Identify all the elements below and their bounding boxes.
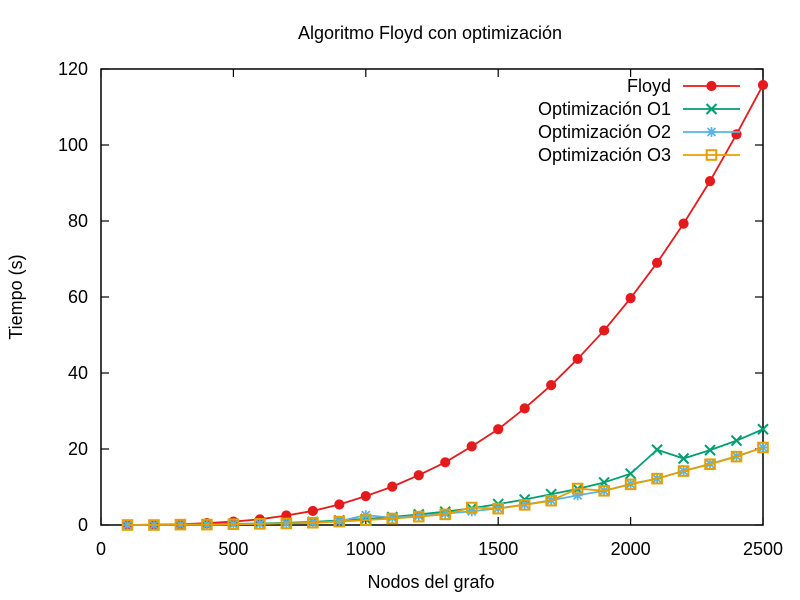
data-point	[254, 518, 266, 530]
data-point	[174, 518, 187, 531]
x-tick-label: 0	[96, 539, 106, 559]
data-point	[546, 380, 557, 391]
axis-ticks	[100, 68, 764, 526]
data-point	[412, 510, 425, 523]
legend-marker	[706, 80, 717, 92]
y-axis-label: Tiempo (s)	[6, 254, 26, 339]
legend-marker	[705, 149, 718, 161]
data-point	[518, 499, 531, 511]
data-point	[571, 482, 584, 495]
x-tick-label: 1500	[478, 539, 518, 559]
data-point	[387, 481, 398, 492]
data-point	[598, 485, 610, 497]
y-tick-label: 60	[68, 287, 88, 307]
data-point	[545, 494, 557, 507]
legend-marker	[705, 103, 718, 115]
data-point	[333, 515, 346, 528]
y-tick-label: 40	[68, 363, 88, 383]
data-point	[307, 516, 319, 529]
data-point	[360, 514, 372, 526]
data-point	[121, 519, 134, 531]
data-point	[651, 444, 663, 456]
data-point	[625, 293, 636, 304]
data-point	[572, 490, 583, 501]
data-point	[334, 499, 345, 510]
chart-title: Algoritmo Floyd con optimización	[298, 23, 562, 43]
data-point	[730, 450, 743, 463]
data-point	[704, 458, 716, 470]
data-point	[227, 518, 240, 531]
series-line	[127, 446, 764, 526]
x-axis-label: Nodos del grafo	[367, 572, 494, 592]
data-point	[757, 79, 769, 91]
tick-labels: 0 500 1000 1500 2000 2500 0 20 40 60 80 100 120	[58, 59, 783, 559]
data-point	[757, 423, 769, 435]
data-point	[677, 452, 690, 465]
data-point	[439, 508, 452, 521]
x-tick-label: 500	[218, 539, 248, 559]
series-4	[121, 441, 769, 531]
data-point	[704, 176, 716, 187]
data-point	[201, 518, 213, 531]
data-point	[360, 491, 371, 502]
data-point	[466, 441, 477, 452]
y-tick-label: 20	[68, 439, 88, 459]
data-point	[677, 465, 690, 477]
data-point	[757, 441, 769, 454]
data-point	[307, 505, 318, 517]
legend-item: Floyd	[627, 76, 740, 96]
data-point	[413, 470, 424, 481]
legend-item: Optimización O1	[538, 99, 740, 119]
legend-label: Floyd	[627, 76, 671, 96]
data-series	[121, 79, 769, 531]
legend-item: Optimización O3	[538, 145, 740, 165]
data-point	[624, 467, 637, 480]
data-point	[678, 218, 689, 229]
data-point	[440, 457, 451, 468]
data-point	[624, 478, 637, 491]
data-point	[651, 472, 663, 485]
legend-label: Optimización O2	[538, 122, 671, 142]
x-tick-label: 2500	[743, 539, 783, 559]
data-point	[519, 403, 530, 414]
data-point	[599, 325, 610, 336]
data-point	[651, 257, 663, 268]
data-point	[704, 444, 716, 456]
data-point	[280, 517, 293, 530]
y-tick-label: 0	[78, 515, 88, 535]
data-point	[386, 512, 399, 525]
x-tick-label: 2000	[611, 539, 651, 559]
legend-item: Optimización O2	[538, 122, 740, 142]
legend-label: Optimización O3	[538, 145, 671, 165]
legend-marker	[706, 127, 717, 137]
data-point	[730, 434, 743, 447]
data-point	[148, 519, 160, 531]
y-tick-label: 80	[68, 211, 88, 231]
data-point	[465, 501, 478, 514]
y-tick-label: 100	[58, 135, 88, 155]
series-3	[122, 442, 768, 530]
data-point	[572, 353, 583, 365]
legend: Floyd Optimización O1 Optimización O2 Optim…	[538, 76, 740, 165]
legend-label: Optimización O1	[538, 99, 671, 119]
y-tick-label: 120	[58, 59, 88, 79]
data-point	[493, 424, 504, 435]
data-point	[492, 502, 504, 515]
x-tick-label: 1000	[346, 539, 386, 559]
